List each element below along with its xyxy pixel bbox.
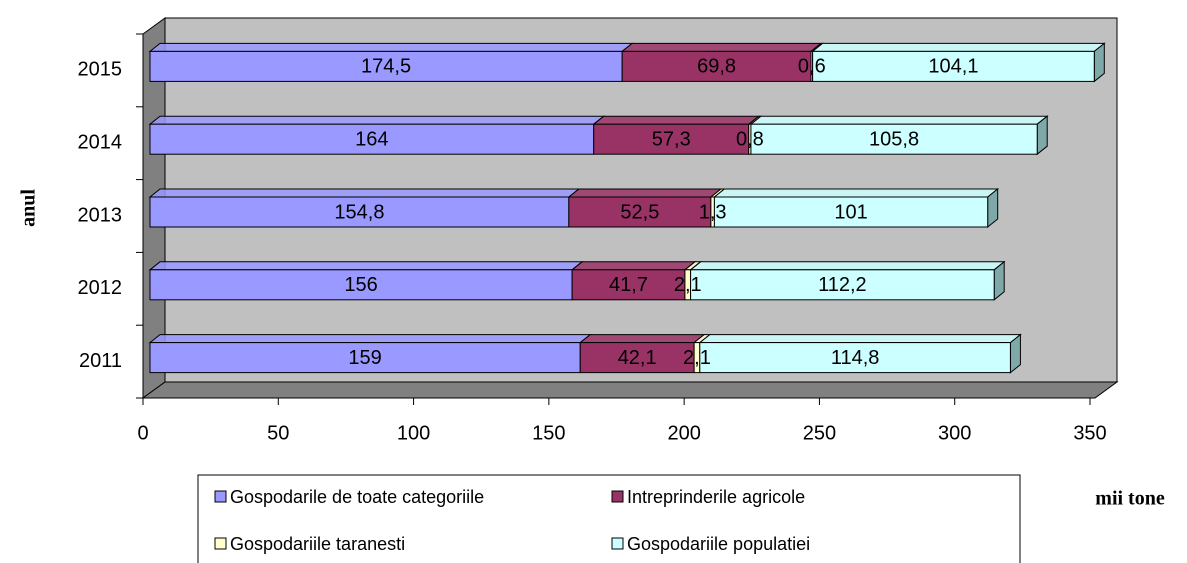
bar — [149, 196, 570, 228]
bar — [568, 196, 712, 228]
bar — [149, 269, 573, 301]
legend-label: Gospodariile taranesti — [230, 534, 405, 554]
x-tick-label: 200 — [667, 422, 700, 444]
data-label: 1,3 — [699, 201, 727, 223]
bar — [593, 123, 750, 155]
data-label: 57,3 — [652, 128, 691, 150]
data-label: 164 — [355, 128, 388, 150]
data-label: 52,5 — [620, 201, 659, 223]
bar-top-face — [148, 115, 606, 125]
bar — [571, 269, 686, 301]
bar-top-face — [567, 188, 723, 198]
data-label: 154,8 — [334, 201, 384, 223]
floor — [141, 381, 1119, 399]
bar-top-face — [578, 334, 706, 344]
x-tick-label: 300 — [938, 422, 971, 444]
data-label: 159 — [348, 347, 381, 369]
x-tick-label: 150 — [532, 422, 565, 444]
bar — [713, 196, 989, 228]
data-label: 0,8 — [736, 128, 764, 150]
y-tick-label: 2013 — [78, 204, 123, 226]
data-label: 104,1 — [928, 56, 978, 78]
x-tick-label: 0 — [137, 422, 148, 444]
data-label: 41,7 — [609, 274, 648, 296]
x-tick-label: 350 — [1073, 422, 1106, 444]
bar-top-face — [689, 261, 1006, 271]
bar-top-face — [592, 115, 761, 125]
legend-swatch — [611, 490, 624, 503]
data-label: 2,1 — [683, 347, 711, 369]
data-label: 42,1 — [618, 347, 657, 369]
bar-top-face — [570, 261, 697, 271]
legend-swatch — [214, 537, 227, 550]
data-label: 105,8 — [869, 128, 919, 150]
bar-top-face — [148, 334, 592, 344]
legend-label: Intreprinderile agricole — [627, 487, 805, 507]
data-label: 101 — [834, 201, 867, 223]
legend-label: Gospodarile de toate categoriile — [230, 487, 484, 507]
bar — [621, 50, 812, 82]
bar — [699, 342, 1011, 374]
data-label: 174,5 — [361, 56, 411, 78]
bar — [750, 123, 1038, 155]
data-label: 0,6 — [798, 56, 826, 78]
data-label: 156 — [344, 274, 377, 296]
bar — [690, 269, 995, 301]
y-tick-label: 2015 — [78, 59, 123, 81]
data-label: 69,8 — [697, 56, 736, 78]
data-label: 2,1 — [674, 274, 702, 296]
bar-top-face — [148, 261, 584, 271]
data-label: 112,2 — [818, 274, 867, 296]
x-axis-label: mii tone — [1095, 488, 1165, 510]
x-tick-label: 100 — [397, 422, 430, 444]
bar-top-face — [620, 42, 823, 52]
y-tick-label: 2014 — [78, 131, 123, 153]
legend — [197, 474, 1021, 563]
bar — [812, 50, 1095, 82]
bar-top-face — [148, 188, 581, 198]
x-tick-label: 250 — [803, 422, 836, 444]
bar-top-face — [749, 115, 1049, 125]
y-axis-label: anul — [18, 189, 40, 227]
bar-top-face — [698, 334, 1022, 344]
legend-swatch — [214, 490, 227, 503]
y-tick-label: 2011 — [79, 350, 122, 372]
legend-swatch — [611, 537, 624, 550]
y-tick-label: 2012 — [78, 277, 123, 299]
legend-label: Gospodariile populatiei — [627, 534, 810, 554]
bar-top-face — [712, 188, 1000, 198]
bar-top-face — [148, 42, 634, 52]
x-tick-label: 50 — [267, 422, 289, 444]
bar-top-face — [811, 42, 1106, 52]
bar — [149, 123, 595, 155]
data-label: 114,8 — [831, 347, 880, 369]
